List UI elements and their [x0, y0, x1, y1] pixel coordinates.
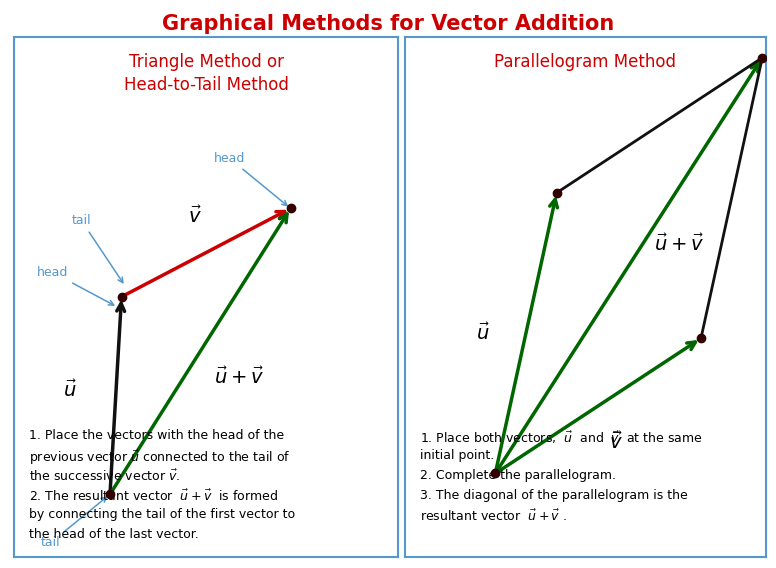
Text: 2. Complete the parallelogram.: 2. Complete the parallelogram.	[420, 469, 615, 482]
Text: previous vector $\vec{u}$ connected to the tail of: previous vector $\vec{u}$ connected to t…	[29, 449, 291, 467]
Text: Parallelogram Method: Parallelogram Method	[494, 52, 677, 70]
Text: 1. Place the vectors with the head of the: 1. Place the vectors with the head of th…	[29, 429, 285, 442]
Text: $\vec{v}$: $\vec{v}$	[188, 206, 202, 227]
Text: head: head	[37, 266, 114, 305]
Text: tail: tail	[41, 497, 106, 549]
Text: tail: tail	[71, 214, 123, 283]
Text: the successive vector $\vec{v}$.: the successive vector $\vec{v}$.	[29, 469, 181, 484]
Text: Graphical Methods for Vector Addition: Graphical Methods for Vector Addition	[162, 14, 614, 34]
Text: $\vec{v}$: $\vec{v}$	[609, 432, 623, 453]
Text: $\vec{u}$: $\vec{u}$	[476, 323, 490, 344]
Text: by connecting the tail of the first vector to: by connecting the tail of the first vect…	[29, 508, 296, 521]
Text: 2. The resultant vector  $\vec{u}+\vec{v}$  is formed: 2. The resultant vector $\vec{u}+\vec{v}…	[29, 488, 279, 504]
Text: $\vec{u}+\vec{v}$: $\vec{u}+\vec{v}$	[654, 234, 705, 256]
Text: head: head	[213, 152, 287, 206]
Text: 1. Place both vectors,  $\vec{u}$  and  $\vec{v}$  at the same: 1. Place both vectors, $\vec{u}$ and $\v…	[420, 429, 702, 445]
Text: the head of the last vector.: the head of the last vector.	[29, 528, 199, 541]
Text: $\vec{u}$: $\vec{u}$	[63, 380, 77, 401]
Text: initial point.: initial point.	[420, 449, 494, 462]
Text: $\vec{u}+\vec{v}$: $\vec{u}+\vec{v}$	[213, 367, 264, 388]
Text: 3. The diagonal of the parallelogram is the: 3. The diagonal of the parallelogram is …	[420, 488, 688, 502]
Text: resultant vector  $\vec{u}+\vec{v}$ .: resultant vector $\vec{u}+\vec{v}$ .	[420, 508, 566, 524]
Text: Triangle Method or
Head-to-Tail Method: Triangle Method or Head-to-Tail Method	[123, 52, 289, 94]
